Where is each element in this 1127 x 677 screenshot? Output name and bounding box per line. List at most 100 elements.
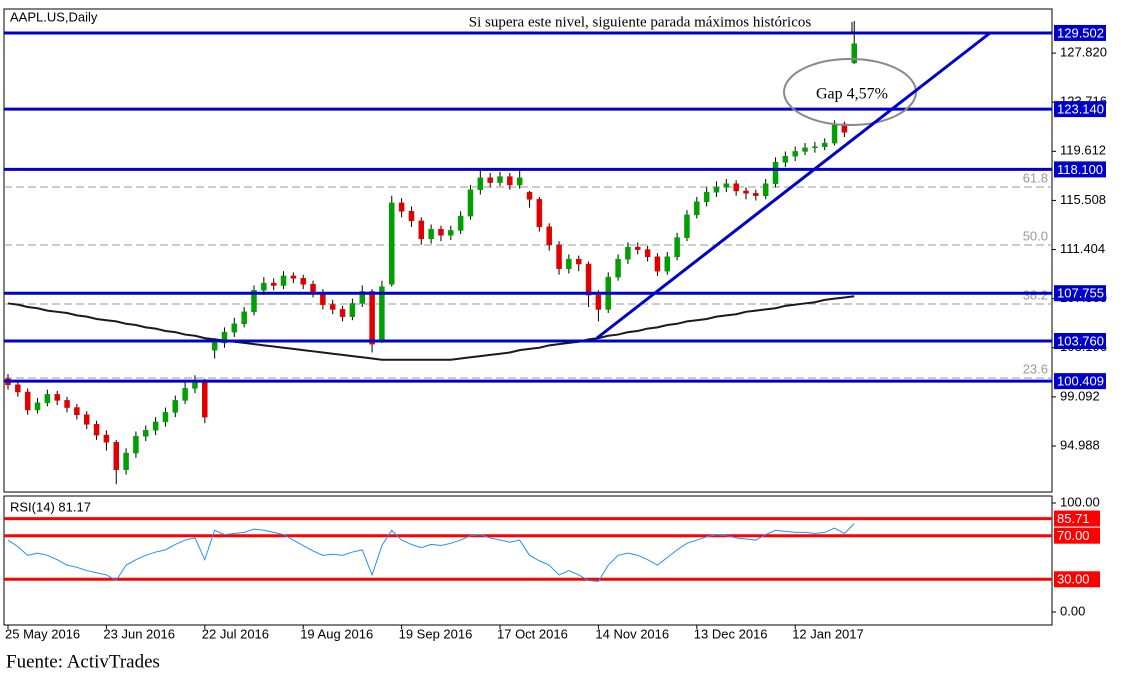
y-tick-label: 100.00 [1060, 494, 1100, 509]
level-box [1054, 510, 1100, 527]
candle-body [536, 199, 543, 228]
x-tick-label: 19 Sep 2016 [399, 626, 473, 641]
candle-body [290, 275, 297, 279]
candle-body [93, 424, 100, 436]
y-tick-label: 115.508 [1060, 192, 1106, 207]
candle-body [280, 275, 287, 286]
candle-body [713, 187, 720, 193]
candle-body [339, 309, 346, 317]
x-tick-label: 13 Dec 2016 [694, 626, 768, 641]
y-tick-label: 94.988 [1060, 437, 1100, 452]
candle-body [64, 400, 70, 408]
candle-body [270, 282, 277, 286]
level-label: 70.00 [1057, 528, 1090, 543]
candle-body [24, 391, 31, 411]
candle-body [359, 291, 365, 304]
level-box [1054, 571, 1100, 588]
candle-body [851, 43, 857, 64]
level-label: 123.140 [1057, 102, 1104, 117]
candle-body [113, 442, 119, 471]
candle-body [192, 382, 198, 389]
fib-label: 50.0 [1023, 228, 1048, 243]
candle-body [428, 228, 434, 240]
candle-body [34, 402, 41, 411]
candle-body [74, 407, 80, 415]
level-box [1054, 24, 1106, 41]
candle-body [831, 123, 838, 144]
candle-body [300, 278, 306, 285]
x-tick-label: 22 Jul 2016 [202, 626, 269, 641]
candle-body [221, 331, 228, 344]
x-tick-label: 23 Jun 2016 [103, 626, 175, 641]
candle-body [467, 189, 474, 217]
y-tick-label: 111.404 [1060, 241, 1105, 256]
candle-body [44, 394, 51, 404]
candle-body [369, 291, 375, 345]
x-tick-label: 25 May 2016 [5, 626, 80, 641]
candle-body [595, 294, 602, 310]
candle-body [654, 256, 661, 272]
candle-body [644, 249, 651, 258]
candle-body [448, 230, 454, 236]
candle-body [310, 284, 316, 293]
candle-body [379, 286, 385, 341]
fib-label: 23.6 [1023, 361, 1048, 376]
candle-body [398, 202, 405, 212]
candle-body [241, 311, 247, 325]
candle-body [103, 434, 110, 443]
y-tick-label: 127.820 [1060, 45, 1107, 60]
level-label: 85.71 [1057, 511, 1090, 526]
level-box [1054, 285, 1106, 302]
candle-body [329, 304, 336, 310]
candle-body [733, 183, 739, 192]
candle-body [182, 388, 188, 401]
chart-title: AAPL.US,Daily [10, 9, 98, 24]
candle-body [54, 394, 60, 401]
candle-body [507, 176, 513, 186]
level-label: 30.00 [1057, 572, 1090, 587]
candle-body [408, 211, 415, 222]
level-box [1054, 527, 1100, 544]
moving-average [7, 295, 855, 361]
x-tick-label: 17 Oct 2016 [497, 626, 568, 641]
candle-body [152, 421, 159, 431]
candle-body [418, 220, 425, 240]
candle-body [802, 147, 808, 152]
candle-body [782, 155, 789, 163]
level-label: 100.409 [1057, 374, 1104, 389]
candle-body [674, 237, 680, 258]
candle-body [83, 414, 90, 425]
fib-label: 61.8 [1023, 170, 1048, 185]
candle-body [703, 191, 710, 202]
candle-body [526, 191, 533, 200]
candle-body [625, 246, 631, 260]
candle-body [261, 282, 267, 291]
candle-body [753, 193, 759, 196]
candle-body [585, 263, 592, 296]
candle-body [133, 436, 139, 454]
candle-body [812, 146, 818, 149]
x-tick-label: 12 Jan 2017 [792, 626, 864, 641]
candle-body [497, 176, 503, 183]
level-box [1054, 101, 1106, 118]
level-label: 118.100 [1057, 162, 1103, 177]
candle-body [162, 412, 169, 423]
candle-body [772, 161, 779, 185]
candle-body [684, 214, 690, 238]
level-box [1054, 373, 1106, 390]
candle-body [635, 246, 641, 250]
rsi-panel [3, 495, 1053, 626]
trendline [596, 31, 991, 340]
candle-body [792, 151, 798, 157]
source: Fuente: ActivTrades [6, 651, 160, 672]
y-tick-label: 0.00 [1060, 603, 1085, 618]
candle-body [202, 382, 208, 418]
candle-body [349, 303, 356, 317]
candle-body [389, 202, 395, 285]
candle-body [251, 290, 257, 313]
candle-body [556, 244, 562, 269]
price-panel [3, 8, 1053, 493]
gap-label: Gap 4,57% [816, 86, 888, 103]
candle-body [172, 400, 179, 413]
